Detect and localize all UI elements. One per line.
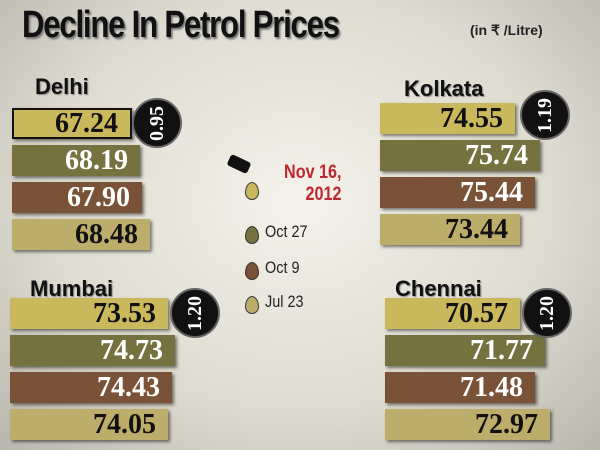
price-box: 68.19 (12, 145, 140, 176)
title: Decline In Petrol Prices (22, 4, 340, 46)
decline-value: 1.20 (183, 295, 206, 331)
price-box: 75.74 (380, 140, 540, 171)
decline-badge: 1.20 (170, 288, 220, 338)
city-name: Kolkata (404, 76, 484, 101)
decline-badge: 1.19 (520, 90, 570, 140)
price-box: 74.73 (10, 335, 175, 366)
decline-value: 1.20 (535, 295, 558, 331)
city-name: Chennai (395, 276, 482, 301)
price-box: 75.44 (380, 177, 535, 208)
price-box: 70.57 (385, 298, 520, 329)
legend-drop (245, 182, 259, 200)
price-box: 74.05 (10, 409, 168, 440)
price-box: 71.77 (385, 335, 545, 366)
price-box: 72.97 (385, 409, 550, 440)
city-name: Delhi (35, 74, 89, 99)
legend-label: Jul 23 (265, 292, 304, 311)
price-box: 74.55 (380, 103, 515, 134)
city-name: Mumbai (30, 276, 114, 301)
nozzle-icon (226, 153, 252, 175)
decline-value: 1.19 (533, 97, 556, 133)
decline-value: 0.95 (145, 105, 168, 141)
decline-badge: 1.20 (522, 288, 572, 338)
price-box: 68.48 (12, 219, 150, 250)
price-box: 71.48 (385, 372, 535, 403)
legend-label: Nov 16, 2012 (284, 162, 342, 205)
legend-drop (245, 262, 259, 280)
unit: (in ₹ /Litre) (470, 22, 543, 38)
price-box: 74.43 (10, 372, 172, 403)
price-box: 67.90 (12, 182, 142, 213)
legend-label: Oct 27 (265, 222, 308, 241)
decline-badge: 0.95 (132, 98, 182, 148)
legend-drop (245, 296, 259, 314)
price-box: 73.53 (10, 298, 168, 329)
legend-drop (245, 226, 259, 244)
price-box: 73.44 (380, 214, 520, 245)
legend-label: Oct 9 (265, 258, 300, 277)
price-box: 67.24 (12, 108, 132, 139)
